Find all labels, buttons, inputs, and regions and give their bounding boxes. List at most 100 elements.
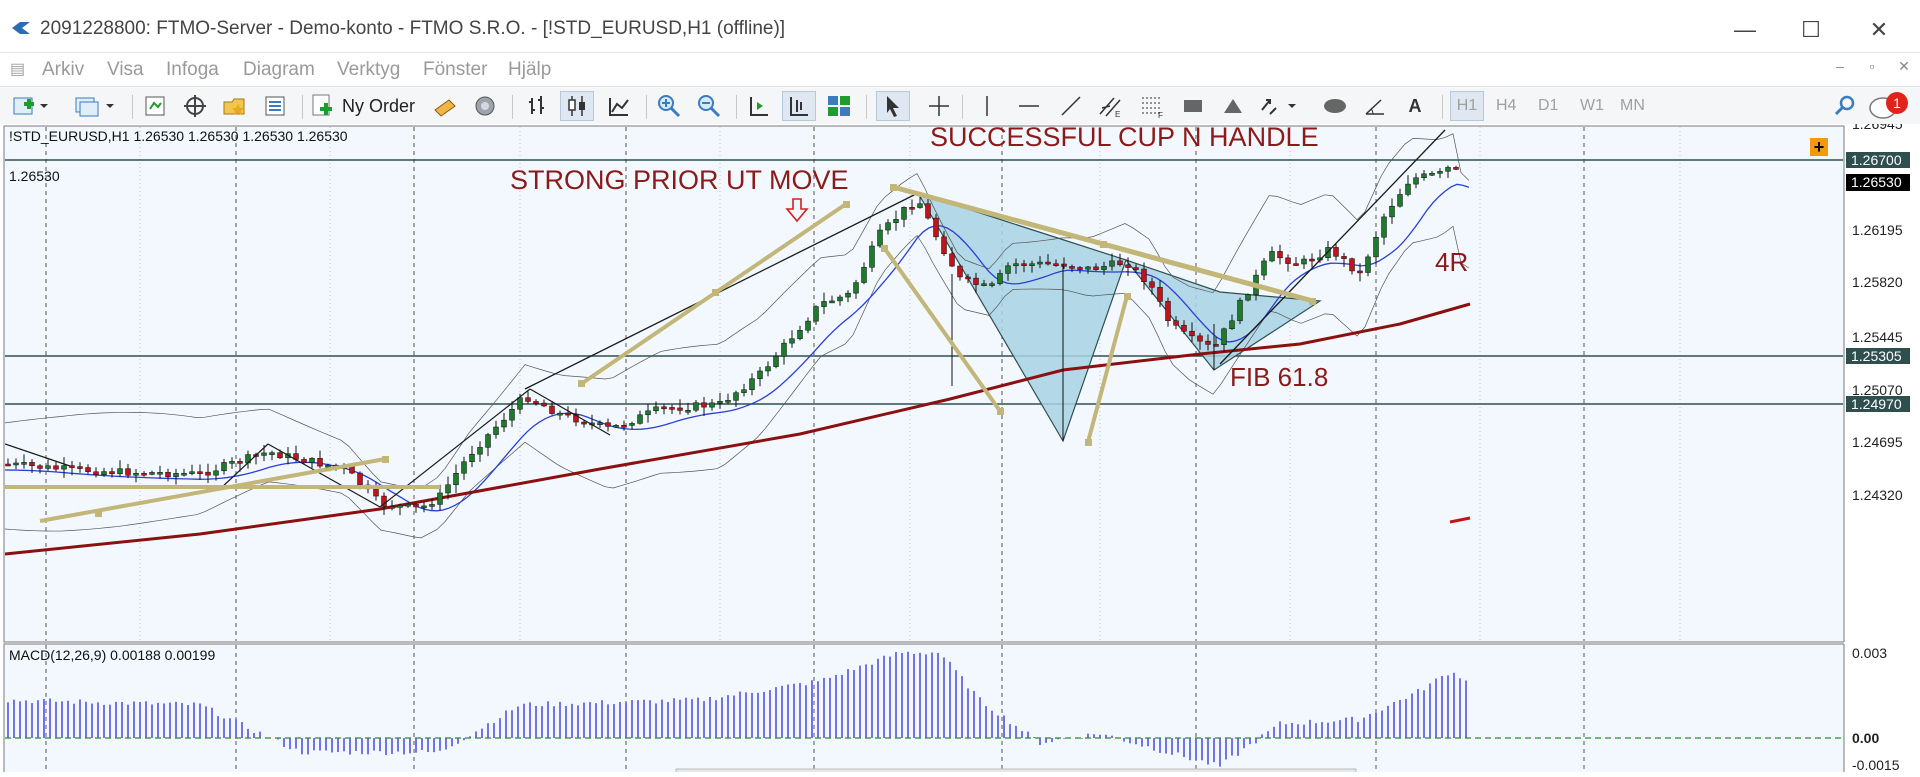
menu-visa[interactable]: Visa: [107, 59, 144, 80]
angle-tool-button[interactable]: [1358, 91, 1392, 121]
menu-verktyg[interactable]: Verktyg: [337, 59, 401, 80]
new-chart-button[interactable]: [8, 91, 52, 121]
left-price-label: 1.26530: [9, 168, 60, 184]
price-tick: 1.24320: [1852, 487, 1903, 503]
menu-infoga[interactable]: Infoga: [166, 59, 219, 80]
vertical-line-tool-button[interactable]: [970, 91, 1004, 121]
crosshair-icon: [929, 96, 949, 116]
trendline-tool-button[interactable]: [1054, 91, 1088, 121]
chart-shift-button[interactable]: [782, 91, 816, 121]
trendline-breakout[interactable]: [1219, 129, 1446, 365]
timeframe-w1-button[interactable]: W1: [1580, 97, 1604, 114]
bid-price-tag-text: 1.26530: [1851, 174, 1902, 190]
bollinger-bands: [5, 133, 1470, 539]
trendline-icon: [1061, 96, 1081, 116]
price-tick: 1.25445: [1852, 329, 1903, 345]
plus-icon: +: [1814, 137, 1825, 157]
annotation-fib[interactable]: FIB 61.8: [1230, 362, 1328, 392]
terminal-button[interactable]: [260, 91, 290, 121]
zoom-in-icon: [658, 95, 681, 118]
crosshair-tool-button[interactable]: [922, 91, 956, 121]
chart-window[interactable]: SUCCESSFUL CUP N HANDLE STRONG PRIOR UT …: [0, 116, 1920, 775]
triangle-icon: [1224, 99, 1242, 113]
candlestick-chart-button[interactable]: [560, 91, 594, 121]
chat-icon: 1: [1869, 92, 1908, 119]
profiles-icon: [75, 97, 114, 117]
annotation-prior-move[interactable]: STRONG PRIOR UT MOVE: [510, 165, 849, 195]
timeframe-d1-button[interactable]: D1: [1538, 97, 1559, 114]
new-chart-icon: [13, 97, 48, 115]
hline-top-tag-text: 1.26700: [1851, 152, 1902, 168]
bar-chart-button[interactable]: [520, 91, 554, 121]
annotation-4r[interactable]: 4R: [1435, 247, 1468, 277]
market-watch-button[interactable]: [140, 91, 170, 121]
cursor-tool-button[interactable]: [876, 91, 910, 121]
autotrading-button[interactable]: [470, 91, 500, 121]
hline-mid-tag-text: 1.25305: [1851, 348, 1902, 364]
macd-panel[interactable]: [3, 643, 1845, 775]
auto-scroll-button[interactable]: [742, 91, 776, 121]
profiles-button[interactable]: [70, 91, 120, 121]
menu-arkiv[interactable]: Arkiv: [42, 59, 85, 80]
cup-triangle-left[interactable]: [916, 191, 1127, 443]
line-chart-icon: [609, 98, 629, 116]
maximize-button[interactable]: ☐: [1801, 17, 1821, 42]
rectangle-tool-button[interactable]: [1176, 91, 1210, 121]
horizontal-line-tool-button[interactable]: [1012, 91, 1046, 121]
bid-price-tag: [1846, 174, 1910, 191]
expand-panel-button[interactable]: [1810, 138, 1828, 156]
mdi-minimize-button[interactable]: –: [1836, 58, 1844, 74]
channel-icon: E: [1099, 97, 1121, 118]
navigator-button[interactable]: [220, 91, 250, 121]
trendline-uptrend[interactable]: [524, 192, 919, 390]
zoom-out-icon: [698, 95, 721, 118]
cup-triangle-right[interactable]: [1124, 258, 1322, 371]
zoom-out-button[interactable]: [692, 91, 726, 121]
notifications-button[interactable]: 1: [1866, 91, 1912, 121]
terminal-icon: [265, 96, 285, 116]
templates-button[interactable]: [822, 91, 856, 121]
menu-diagram[interactable]: Diagram: [243, 59, 315, 80]
meta-editor-button[interactable]: [430, 91, 460, 121]
arrows-tool-button[interactable]: [1256, 91, 1302, 121]
new-order-button[interactable]: Ny Order: [310, 91, 422, 121]
down-arrow-icon[interactable]: [785, 198, 809, 223]
candlestick-icon: [568, 96, 585, 116]
close-button[interactable]: ✕: [1869, 17, 1889, 42]
text-tool-button[interactable]: A: [1408, 95, 1422, 116]
market-watch-icon: [145, 96, 165, 116]
price-tick: 1.26945: [1852, 124, 1903, 132]
line-chart-button[interactable]: [602, 91, 636, 121]
channel-tool-button[interactable]: E: [1094, 91, 1128, 121]
triangle-tool-button[interactable]: [1216, 91, 1250, 121]
mdi-close-button[interactable]: ✕: [1898, 58, 1910, 74]
macd-header: MACD(12,26,9) 0.00188 0.00199: [9, 647, 215, 663]
menu-fonster[interactable]: Fönster: [423, 59, 488, 80]
recovery-line[interactable]: [1086, 295, 1129, 443]
price-tick: 1.26195: [1852, 222, 1903, 238]
crosshair-target-button[interactable]: [180, 91, 210, 121]
mdi-restore-button[interactable]: ▫: [1869, 58, 1875, 74]
zoom-in-button[interactable]: [652, 91, 686, 121]
menu-hjalp[interactable]: Hjälp: [508, 59, 552, 80]
annotation-cup-handle[interactable]: SUCCESSFUL CUP N HANDLE: [930, 122, 1319, 152]
auto-scroll-icon: [750, 97, 768, 116]
minimize-button[interactable]: —: [1734, 17, 1756, 42]
fibonacci-tool-button[interactable]: F: [1136, 91, 1170, 121]
timeframe-h1-button[interactable]: H1: [1450, 91, 1484, 121]
menu-app-icon: ▤: [10, 61, 26, 78]
hline-top-tag: [1846, 152, 1910, 168]
search-button[interactable]: [1830, 91, 1860, 121]
cursor-icon: [887, 96, 899, 117]
new-order-label: Ny Order: [342, 95, 416, 116]
app-icon: [12, 22, 30, 34]
ellipse-tool-button[interactable]: [1318, 91, 1352, 121]
timeframe-h4-button[interactable]: H4: [1496, 97, 1517, 114]
main-chart-panel[interactable]: [3, 125, 1845, 643]
hline-low-tag-text: 1.24970: [1851, 396, 1902, 412]
arrows-icon: [1261, 99, 1296, 115]
pullback-line[interactable]: [883, 247, 1002, 413]
timeframe-mn-button[interactable]: MN: [1620, 97, 1645, 114]
tan-lines[interactable]: [5, 184, 1316, 523]
toolbar: Ny Order E F A H1 H4 D1 W1 MN 1: [0, 86, 1920, 126]
